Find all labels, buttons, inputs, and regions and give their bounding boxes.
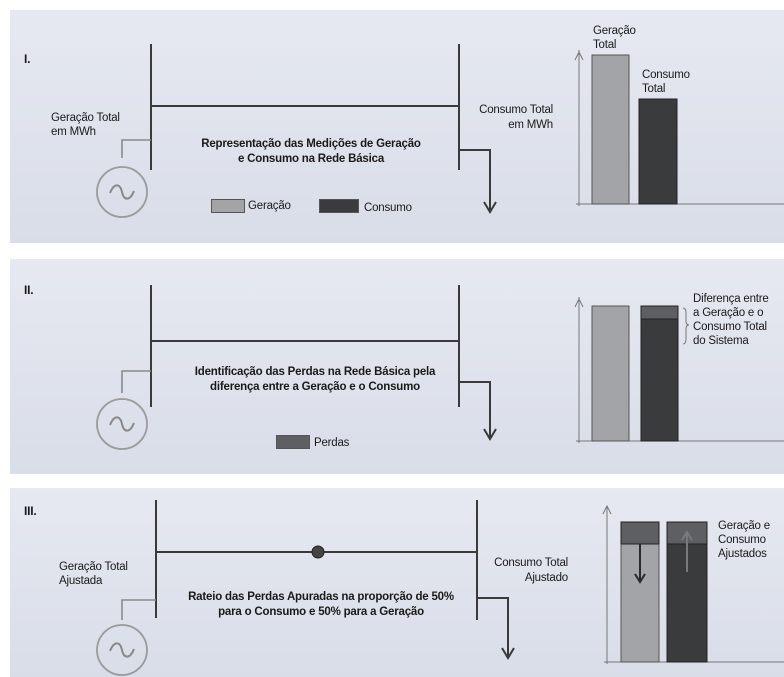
adjusted-label-line1: Geração e — [718, 520, 770, 532]
generation-bar — [591, 54, 630, 205]
difference-brace — [682, 307, 690, 345]
generator-wire — [121, 370, 151, 393]
adjusted-consumption-label-line1: Consumo Total — [494, 557, 568, 569]
consumption-up-arrow — [681, 530, 693, 572]
bar-label-generation-line1: Geração — [593, 25, 636, 37]
legend-generation-swatch — [211, 199, 245, 213]
difference-label-line2: a Geração e o — [693, 307, 764, 319]
difference-label-line1: Diferença entre — [693, 293, 769, 305]
legend-generation-label: Geração — [248, 200, 291, 212]
adjusted-label-line2: Consumo — [718, 534, 766, 546]
consumption-bar — [640, 318, 679, 442]
difference-label-line3: Consumo Total — [693, 321, 767, 333]
diagram-title-line2: e Consumo na Rede Básica — [237, 153, 385, 165]
generator-icon — [96, 398, 148, 450]
consumption-bar — [638, 98, 678, 205]
generator-wire — [121, 599, 156, 620]
consumption-arrow — [477, 597, 509, 656]
legend-consumption-label: Consumo — [364, 202, 412, 214]
panel-number: II. — [24, 283, 34, 297]
network-diagram-2 — [96, 285, 784, 450]
generator-icon — [96, 166, 148, 218]
panel-allocation: III. Geração Total Ajustada Rateio das P… — [10, 488, 784, 677]
panel-losses: II. Identificação das Perdas na Rede Bás… — [10, 259, 784, 474]
bar-label-generation-line2: Total — [593, 39, 617, 51]
network-diagram-1 — [96, 44, 784, 218]
generation-down-arrow — [634, 544, 646, 584]
diagram-title-line2: para o Consumo e 50% para a Geração — [218, 606, 424, 618]
generation-unit-label: em MWh — [51, 126, 96, 138]
bar-label-consumption-line2: Total — [642, 83, 666, 95]
diagram-title-line1: Identificação das Perdas na Rede Básica … — [194, 366, 436, 378]
generator-icon — [96, 624, 148, 676]
panel-number: III. — [24, 504, 37, 518]
adjusted-generation-label-line2: Ajustada — [59, 575, 103, 587]
consumption-total-label: Consumo Total — [479, 104, 553, 116]
network-diagram-3 — [96, 500, 784, 676]
consumption-unit-label: em MWh — [508, 119, 553, 131]
diagram-title-line1: Representação das Medições de Geração — [201, 138, 421, 150]
midpoint-node — [311, 545, 325, 559]
losses-segment — [640, 305, 679, 320]
adjusted-label-line3: Ajustados — [718, 548, 767, 560]
legend-losses-label: Perdas — [314, 437, 350, 449]
generation-total-label: Geração Total — [51, 112, 120, 124]
consumption-arrow — [459, 149, 491, 210]
difference-label-line4: do Sistema — [693, 335, 749, 347]
panel-measurement: I. Geração Total em MWh Representação da… — [10, 10, 784, 243]
generation-bar — [591, 305, 630, 442]
bar-label-consumption-line1: Consumo — [642, 69, 690, 81]
diagram-title-line1: Rateio das Perdas Apuradas na proporção … — [188, 591, 454, 603]
adjusted-generation-label-line1: Geração Total — [59, 561, 128, 573]
generation-losses-segment — [620, 521, 660, 545]
adjusted-consumption-label-line2: Ajustado — [524, 572, 568, 584]
consumption-arrow — [459, 381, 491, 437]
legend-losses-swatch — [276, 435, 310, 449]
panel-number: I. — [24, 52, 31, 66]
diagram-title-line2: diferença entre a Geração e o Consumo — [210, 381, 420, 393]
generator-wire — [121, 139, 151, 158]
legend-consumption-swatch — [319, 199, 359, 213]
